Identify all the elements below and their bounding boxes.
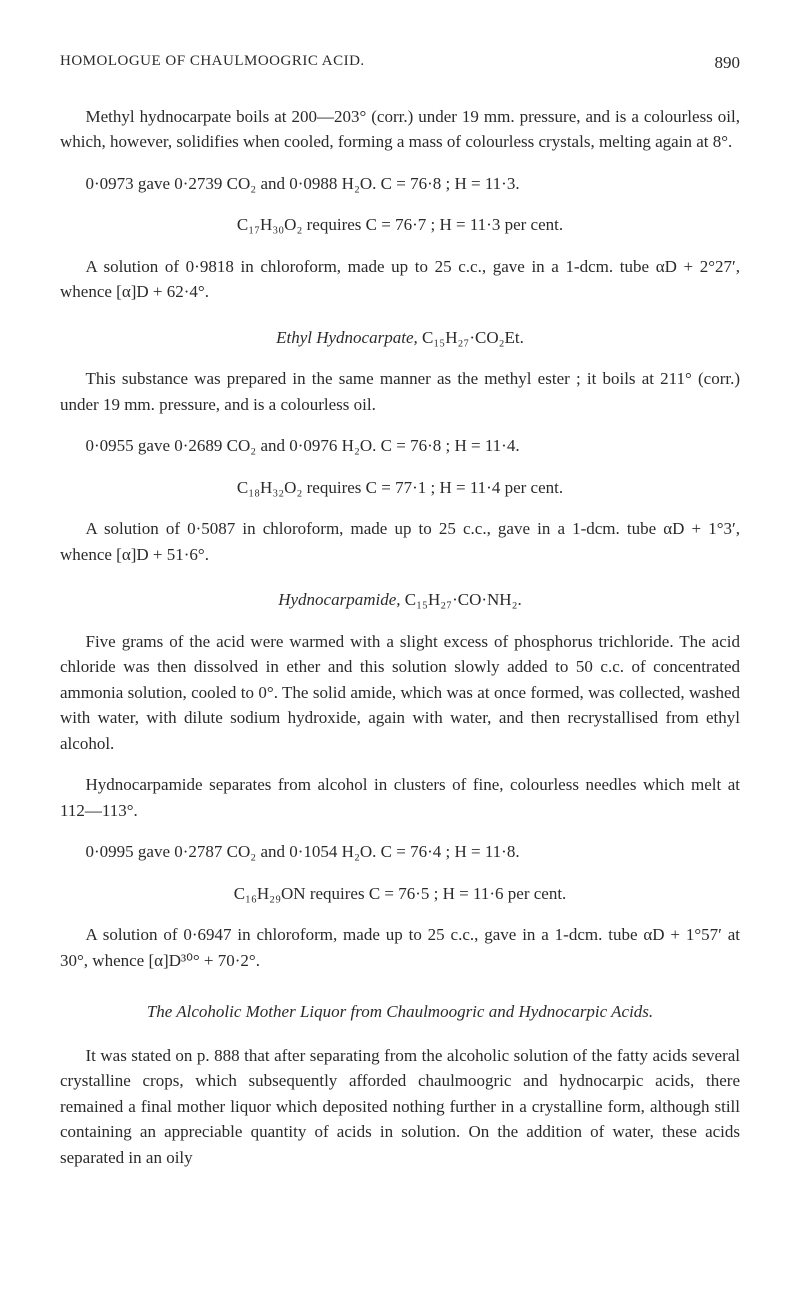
body-paragraph: Hydnocarpamide separates from alcohol in…	[60, 772, 740, 823]
analysis-line: 0·0973 gave 0·2739 CO₂ and 0·0988 H₂O. C…	[60, 171, 740, 197]
body-paragraph: This substance was prepared in the same …	[60, 366, 740, 417]
page-header: HOMOLOGUE OF CHAULMOOGRIC ACID. 890	[60, 50, 740, 76]
page-number: 890	[715, 50, 741, 76]
running-head: HOMOLOGUE OF CHAULMOOGRIC ACID.	[60, 50, 365, 76]
analysis-requires-line: C₁₈H₃₂O₂ requires C = 77·1 ; H = 11·4 pe…	[60, 475, 740, 501]
heading-formula: C₁₅H₂₇·CO·NH₂.	[405, 590, 522, 609]
subsection-heading: Ethyl Hydnocarpate, C₁₅H₂₇·CO₂Et.	[60, 325, 740, 351]
analysis-requires-line: C₁₆H₂₉ON requires C = 76·5 ; H = 11·6 pe…	[60, 881, 740, 907]
body-paragraph: A solution of 0·9818 in chloroform, made…	[60, 254, 740, 305]
section-heading: The Alcoholic Mother Liquor from Chaulmo…	[60, 999, 740, 1025]
heading-formula: C₁₅H₂₇·CO₂Et.	[422, 328, 524, 347]
body-paragraph: A solution of 0·6947 in chloroform, made…	[60, 922, 740, 973]
analysis-line: 0·0955 gave 0·2689 CO₂ and 0·0976 H₂O. C…	[60, 433, 740, 459]
subsection-heading: Hydnocarpamide, C₁₅H₂₇·CO·NH₂.	[60, 587, 740, 613]
analysis-requires-line: C₁₇H₃₀O₂ requires C = 76·7 ; H = 11·3 pe…	[60, 212, 740, 238]
body-paragraph: A solution of 0·5087 in chloroform, made…	[60, 516, 740, 567]
heading-text: Hydnocarpamide,	[278, 590, 405, 609]
body-paragraph: Methyl hydnocarpate boils at 200—203° (c…	[60, 104, 740, 155]
body-paragraph: It was stated on p. 888 that after separ…	[60, 1043, 740, 1171]
body-paragraph: Five grams of the acid were warmed with …	[60, 629, 740, 757]
heading-text: Ethyl Hydnocarpate,	[276, 328, 422, 347]
analysis-line: 0·0995 gave 0·2787 CO₂ and 0·1054 H₂O. C…	[60, 839, 740, 865]
